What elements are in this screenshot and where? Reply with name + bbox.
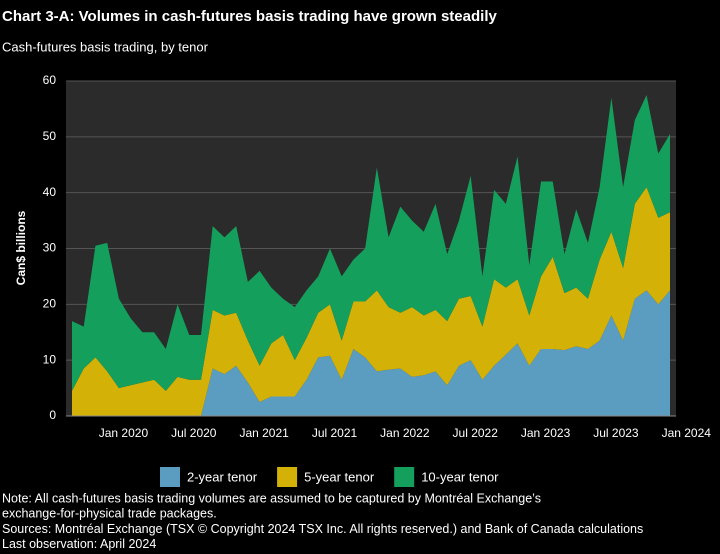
note: Sources: Montréal Exchange (TSX © Copyri… [2, 522, 643, 536]
x-tick-label: Jan 2021 [239, 426, 289, 440]
x-tick-label: Jul 2022 [453, 426, 499, 440]
area [72, 187, 670, 416]
legend-label: 2-year tenor [187, 469, 258, 484]
y-tick-label: 30 [43, 241, 57, 255]
x-tick-label: Jan 2023 [521, 426, 571, 440]
legend-label: 5-year tenor [304, 469, 375, 484]
note: Note: All cash-futures basis trading vol… [2, 491, 541, 505]
x-tick-label: Jul 2020 [171, 426, 217, 440]
x-tick-label: Jul 2023 [593, 426, 639, 440]
legend-swatch [160, 467, 180, 487]
y-tick-label: 10 [43, 352, 57, 366]
y-axis-label: Can$ billions [14, 210, 28, 285]
x-tick-label: Jul 2021 [312, 426, 358, 440]
x-tick-label: Jan 2022 [380, 426, 430, 440]
x-tick-label: Jan 2020 [99, 426, 149, 440]
legend-label: 10-year tenor [421, 469, 499, 484]
chart-title: Chart 3-A: Volumes in cash-futures basis… [2, 8, 497, 25]
area [72, 94, 670, 391]
y-tick-label: 60 [43, 73, 57, 87]
legend-swatch [277, 467, 298, 487]
y-tick-label: 0 [49, 408, 56, 422]
area [72, 290, 670, 416]
y-tick-label: 20 [43, 297, 57, 311]
y-tick-label: 40 [43, 185, 57, 199]
x-tick-label: Jan 2024 [662, 426, 712, 440]
y-tick-label: 50 [43, 129, 57, 143]
note: Last observation: April 2024 [2, 537, 156, 551]
chart-subtitle: Cash-futures basis trading, by tenor [2, 39, 209, 54]
note: exchange-for-physical trade packages. [2, 507, 217, 521]
legend-swatch [394, 467, 415, 487]
